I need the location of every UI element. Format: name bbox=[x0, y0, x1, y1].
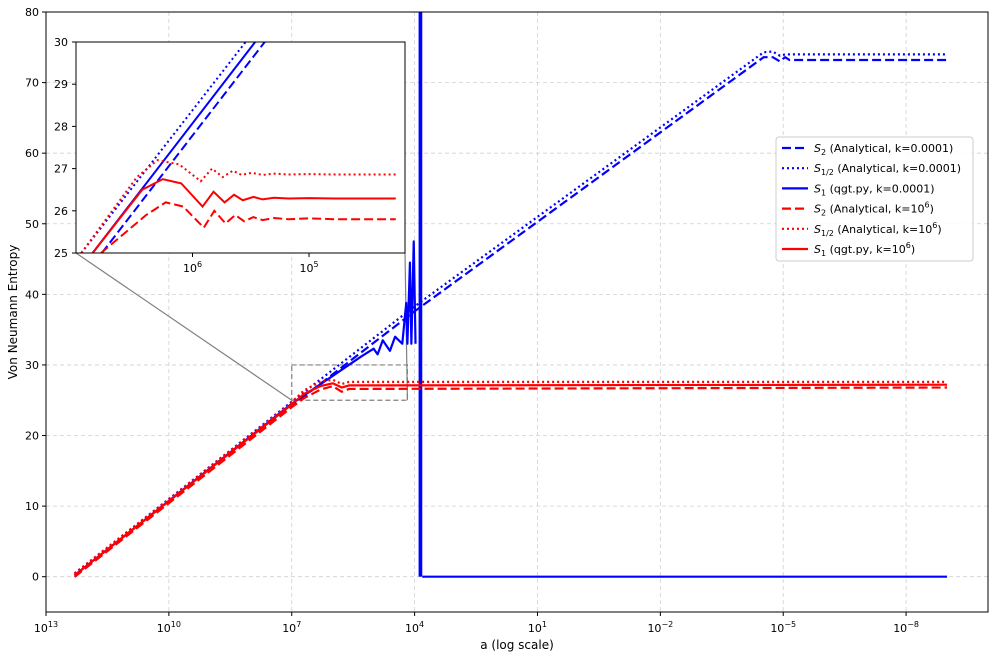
zoom-connector bbox=[75, 252, 293, 401]
legend-label: S1/2 (Analytical, k=0.0001) bbox=[814, 162, 961, 177]
y-tick-label: 0 bbox=[32, 571, 39, 584]
inset-y-tick-label: 30 bbox=[54, 36, 68, 49]
legend-item-6: S1 (qgt.py, k=106) bbox=[782, 241, 915, 258]
series-4 bbox=[73, 385, 948, 578]
zoom-box bbox=[291, 364, 408, 401]
legend-item-3: S1 (qgt.py, k=0.0001) bbox=[782, 182, 935, 197]
inset-series-line bbox=[100, 201, 396, 253]
y-tick-label: 80 bbox=[25, 6, 39, 19]
series-line bbox=[73, 385, 948, 578]
inset-x-tick-label: 106 bbox=[183, 260, 202, 275]
series-6 bbox=[73, 382, 948, 577]
x-tick-label: 10−2 bbox=[647, 620, 673, 635]
x-tick-label: 104 bbox=[405, 620, 424, 635]
series-2 bbox=[73, 50, 948, 575]
y-tick-label: 20 bbox=[25, 430, 39, 443]
inset-zoom-panel: 25 26 27 28 29 30 106 105 bbox=[54, 36, 406, 275]
inset-series-line bbox=[91, 178, 396, 253]
x-tick-label: 1013 bbox=[34, 620, 58, 635]
y-tick-label: 50 bbox=[25, 218, 39, 231]
legend-label: S2 (Analytical, k=0.0001) bbox=[814, 142, 953, 157]
y-tick-label: 30 bbox=[25, 359, 39, 372]
legend-item-1: S2 (Analytical, k=0.0001) bbox=[782, 142, 953, 157]
series-line bbox=[73, 382, 948, 577]
legend-label: S1/2 (Analytical, k=106) bbox=[814, 221, 942, 238]
inset-series-layer bbox=[80, 42, 396, 253]
inset-y-tick-label: 26 bbox=[54, 205, 68, 218]
y-axis-label: Von Neumann Entropy bbox=[6, 245, 20, 380]
y-tick-label: 60 bbox=[25, 147, 39, 160]
zoom-indicator bbox=[75, 252, 408, 401]
y-tick-label: 70 bbox=[25, 77, 39, 90]
inset-series-line bbox=[101, 42, 266, 253]
inset-series-line bbox=[80, 159, 396, 253]
legend-item-5: S1/2 (Analytical, k=106) bbox=[782, 221, 942, 238]
series-3 bbox=[73, 12, 948, 578]
x-tick-label: 101 bbox=[528, 620, 547, 635]
x-tick-label: 1010 bbox=[157, 620, 181, 635]
series-line bbox=[73, 50, 948, 575]
x-tick-label: 10−5 bbox=[770, 620, 796, 635]
legend-label: S1 (qgt.py, k=0.0001) bbox=[814, 182, 935, 197]
legend-item-2: S1/2 (Analytical, k=0.0001) bbox=[782, 162, 961, 177]
inset-y-tick-label: 29 bbox=[54, 78, 68, 91]
x-tick-label: 10−8 bbox=[893, 620, 919, 635]
series-line bbox=[73, 56, 948, 578]
inset-y-tick-label: 27 bbox=[54, 163, 68, 176]
series-layer bbox=[73, 12, 948, 578]
x-axis-ticks: 1013 1010 107 104 101 10−2 10−5 10−8 bbox=[34, 612, 919, 635]
x-axis-label: a (log scale) bbox=[480, 638, 554, 652]
oscillation-band bbox=[418, 12, 423, 577]
legend-label: S1 (qgt.py, k=106) bbox=[814, 241, 915, 258]
plot-area-frame bbox=[45, 11, 989, 613]
y-tick-label: 10 bbox=[25, 500, 39, 513]
inset-y-tick-label: 25 bbox=[54, 247, 68, 260]
series-line bbox=[73, 378, 948, 575]
y-tick-label: 40 bbox=[25, 288, 39, 301]
inset-x-tick-label: 105 bbox=[299, 260, 318, 275]
inset-frame bbox=[75, 41, 406, 254]
series-line bbox=[73, 240, 417, 577]
y-axis-ticks: 0 10 20 30 40 50 60 70 80 bbox=[25, 6, 46, 584]
x-tick-label: 107 bbox=[282, 620, 301, 635]
series-1 bbox=[73, 56, 948, 578]
legend-label: S2 (Analytical, k=106) bbox=[814, 201, 934, 218]
series-5 bbox=[73, 378, 948, 575]
inset-y-tick-label: 28 bbox=[54, 120, 68, 133]
legend: S2 (Analytical, k=0.0001) S1/2 (Analytica… bbox=[775, 136, 974, 262]
legend-box bbox=[775, 136, 974, 262]
legend-item-4: S2 (Analytical, k=106) bbox=[782, 201, 934, 218]
